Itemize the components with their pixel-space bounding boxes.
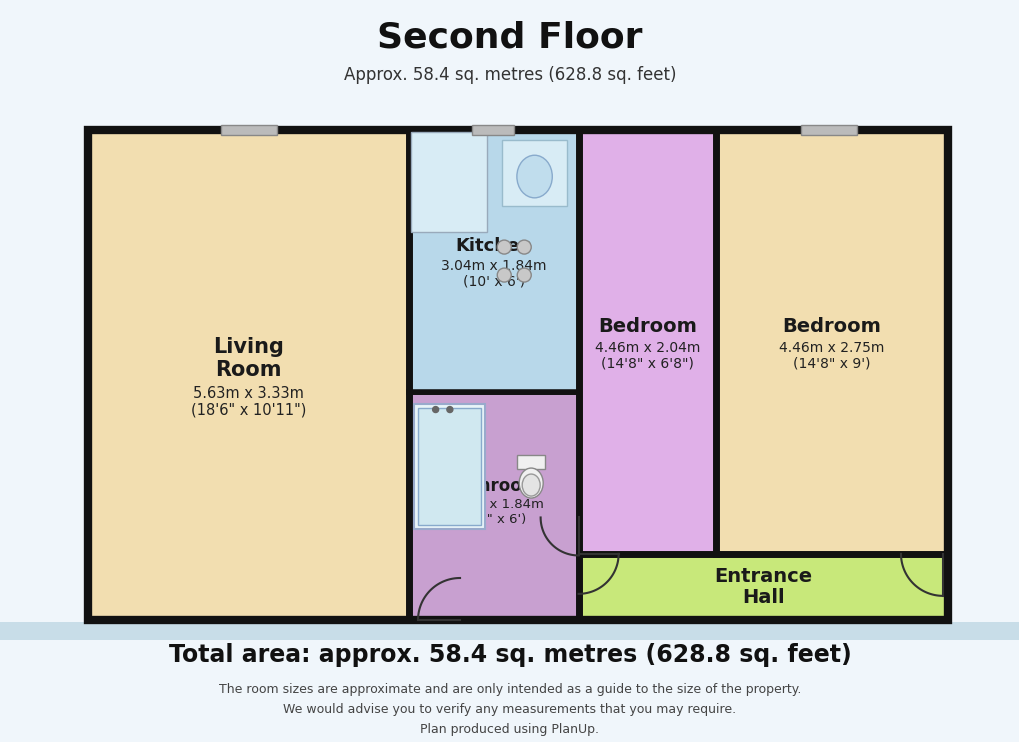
Text: Bathroom: Bathroom: [447, 477, 539, 496]
Bar: [88, 130, 947, 620]
Bar: [221, 125, 276, 135]
Bar: [715, 130, 947, 554]
Text: The room sizes are approximate and are only intended as a guide to the size of t: The room sizes are approximate and are o…: [219, 683, 800, 697]
Ellipse shape: [522, 474, 540, 496]
Text: Total area: approx. 58.4 sq. metres (628.8 sq. feet): Total area: approx. 58.4 sq. metres (628…: [168, 643, 851, 667]
Text: (10' x 6'): (10' x 6'): [463, 275, 525, 288]
Bar: [414, 404, 485, 529]
Text: 4.46m x 2.04m: 4.46m x 2.04m: [594, 341, 699, 355]
Text: We would advise you to verify any measurements that you may require.: We would advise you to verify any measur…: [283, 703, 736, 717]
Text: (5'7" x 6'): (5'7" x 6'): [461, 513, 526, 526]
Bar: [472, 125, 514, 135]
Text: m's: m's: [620, 459, 787, 542]
Text: (14'8" x 6'8"): (14'8" x 6'8"): [600, 357, 693, 370]
Text: Plan produced using PlanUp.: Plan produced using PlanUp.: [420, 723, 599, 737]
Circle shape: [190, 130, 649, 590]
Text: Approx. 58.4 sq. metres (628.8 sq. feet): Approx. 58.4 sq. metres (628.8 sq. feet): [343, 66, 676, 84]
Text: Second Floor: Second Floor: [377, 21, 642, 55]
Bar: [88, 130, 409, 620]
Text: Living: Living: [213, 337, 283, 357]
Circle shape: [497, 268, 511, 282]
Bar: [409, 393, 578, 620]
Text: Bedroom: Bedroom: [782, 317, 880, 336]
Bar: [578, 130, 715, 554]
Text: Room: Room: [215, 361, 281, 381]
Circle shape: [446, 407, 452, 413]
Text: 4.46m x 2.75m: 4.46m x 2.75m: [779, 341, 883, 355]
Text: 3.04m x 1.84m: 3.04m x 1.84m: [441, 259, 546, 273]
Bar: [0, 622, 1019, 640]
Bar: [578, 554, 947, 620]
Text: Kitchen: Kitchen: [454, 237, 532, 255]
Bar: [411, 132, 487, 232]
Text: 5.63m x 3.33m: 5.63m x 3.33m: [193, 386, 304, 401]
Text: 1.69m x 1.84m: 1.69m x 1.84m: [443, 499, 544, 511]
Bar: [517, 455, 545, 469]
Text: Tris: Tris: [289, 428, 462, 511]
Bar: [418, 407, 481, 525]
Bar: [409, 130, 578, 393]
Text: Entrance: Entrance: [713, 567, 811, 585]
Circle shape: [432, 407, 438, 413]
Bar: [801, 125, 856, 135]
Circle shape: [497, 240, 511, 254]
Text: (14'8" x 9'): (14'8" x 9'): [793, 357, 870, 370]
Text: Bedroom: Bedroom: [597, 317, 696, 336]
Circle shape: [517, 240, 531, 254]
Text: Hall: Hall: [741, 588, 784, 607]
Text: (18'6" x 10'11"): (18'6" x 10'11"): [191, 402, 306, 417]
Ellipse shape: [519, 468, 543, 498]
Circle shape: [517, 268, 531, 282]
Bar: [502, 140, 567, 206]
Ellipse shape: [517, 155, 551, 198]
